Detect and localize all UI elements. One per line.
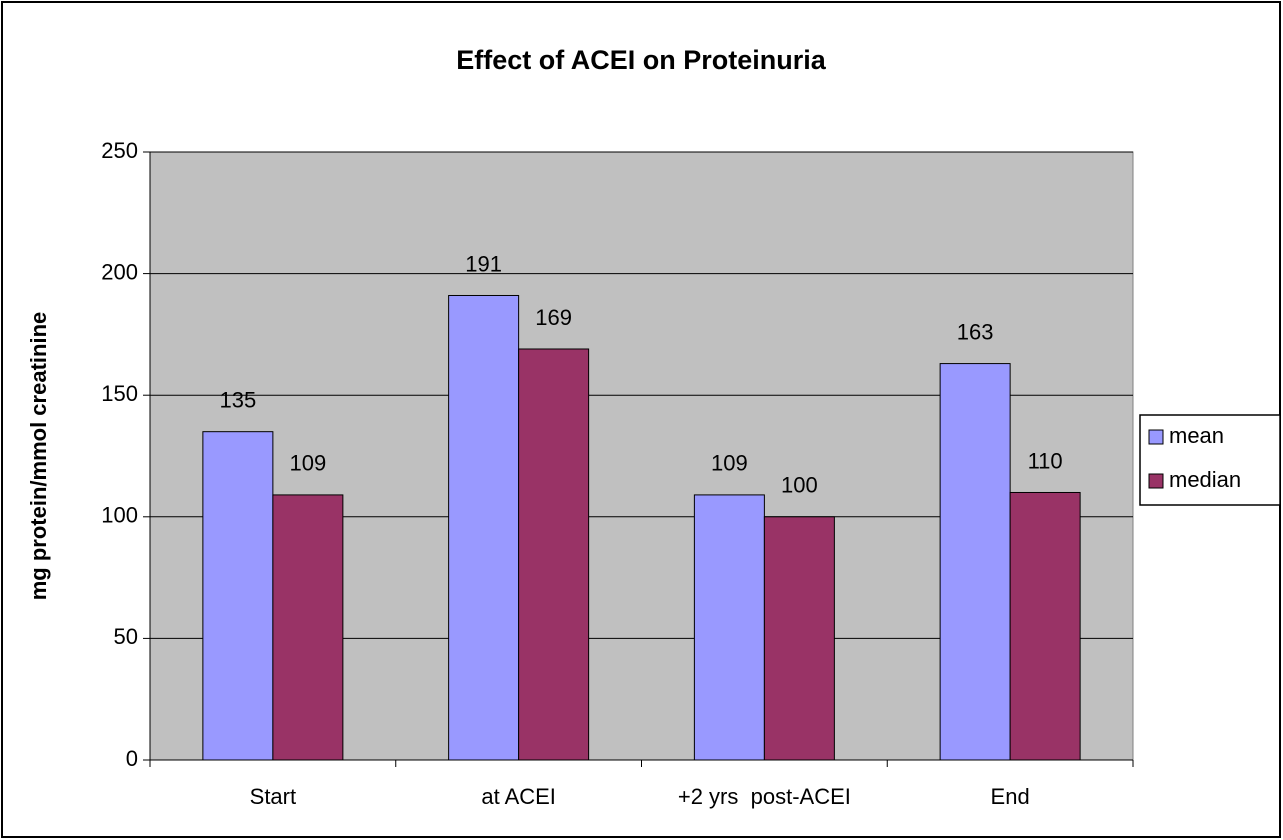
x-tick-label: Start <box>250 784 296 809</box>
x-tick-label: End <box>991 784 1030 809</box>
data-label: 100 <box>781 473 818 498</box>
data-label: 169 <box>535 305 572 330</box>
bar <box>1009 491 1081 761</box>
y-tick-label: 150 <box>101 381 138 406</box>
x-tick-label: +2 yrs post-ACEI <box>678 784 851 809</box>
bar <box>763 516 835 761</box>
legend-swatch <box>1148 429 1164 445</box>
bar <box>272 494 344 761</box>
data-label: 110 <box>1028 448 1063 473</box>
y-tick-label: 200 <box>101 259 138 284</box>
bar <box>202 431 274 761</box>
y-tick-label: 250 <box>101 138 138 163</box>
bar <box>693 494 765 761</box>
data-label: 163 <box>957 319 994 344</box>
data-label: 191 <box>465 251 502 276</box>
x-tick-label: at ACEI <box>481 784 556 809</box>
bar <box>518 348 590 761</box>
y-tick-label: 0 <box>126 746 138 771</box>
y-tick-label: 100 <box>101 503 138 528</box>
y-axis-label: mg protein/mmol creatinine <box>26 312 51 601</box>
chart-title: Effect of ACEI on Proteinuria <box>456 45 827 75</box>
data-label: 109 <box>290 451 327 476</box>
bar <box>939 363 1011 761</box>
bar <box>448 294 520 761</box>
legend-swatch <box>1148 473 1164 489</box>
legend-label: median <box>1169 467 1241 492</box>
data-label: 135 <box>220 387 257 412</box>
legend-label: mean <box>1169 423 1224 448</box>
y-tick-label: 50 <box>114 624 138 649</box>
data-label: 109 <box>711 451 748 476</box>
